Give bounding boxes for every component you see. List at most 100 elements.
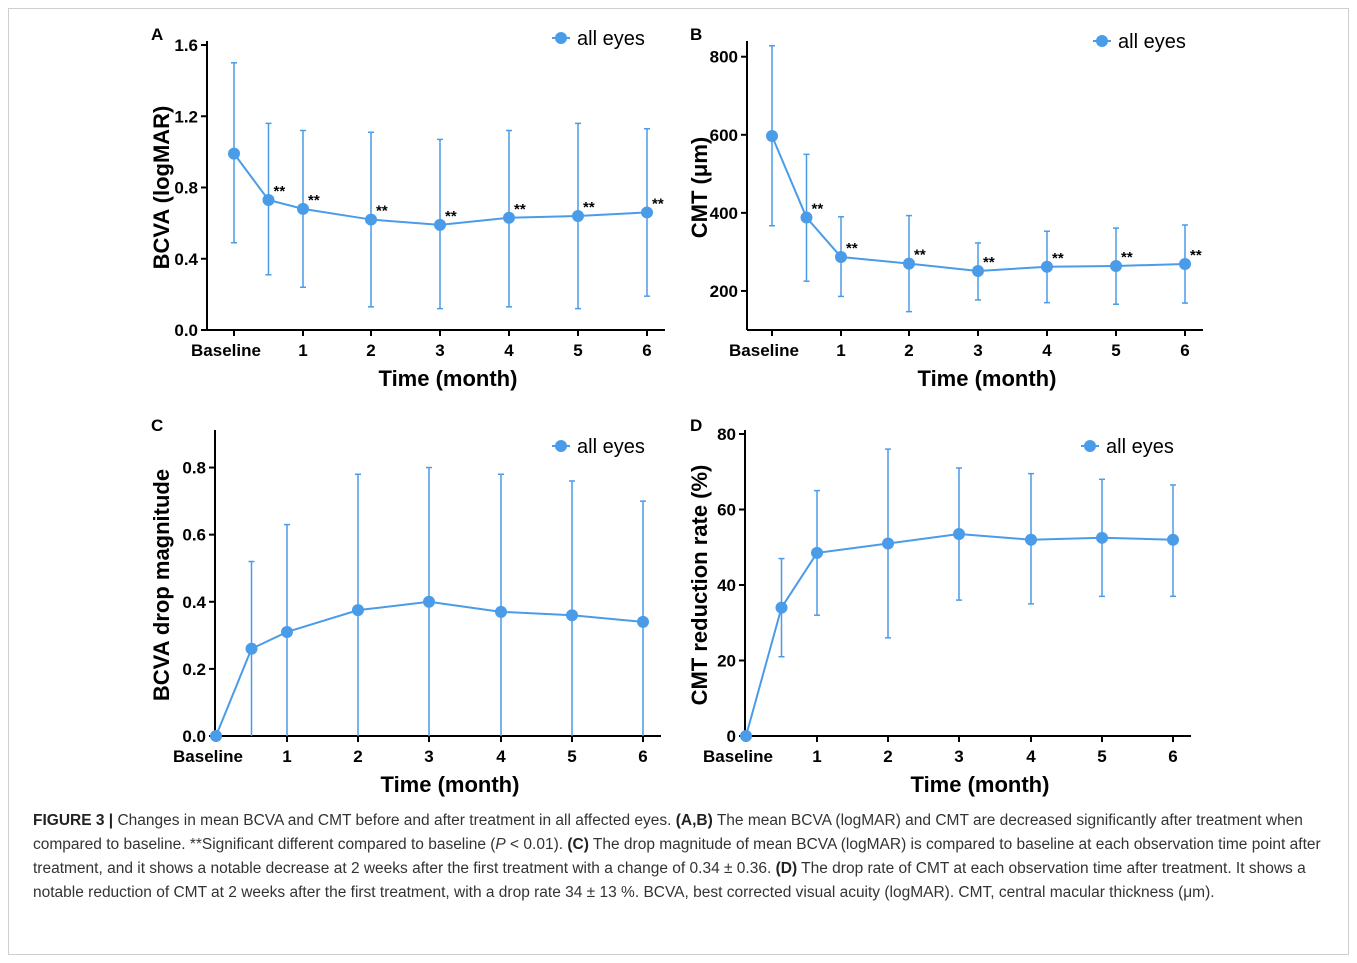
significance-mark: ** (1121, 249, 1133, 266)
legend-marker (555, 32, 567, 44)
y-tick-label: 200 (710, 282, 738, 301)
x-tick-label: 1 (812, 747, 821, 766)
data-point (352, 604, 364, 617)
x-tick-label: 4 (1042, 341, 1052, 360)
caption-part: (D) (775, 860, 798, 877)
data-point (835, 250, 847, 263)
y-tick-label: 1.6 (174, 36, 198, 55)
legend-marker (1084, 440, 1096, 452)
caption-label: FIGURE 3 | (33, 812, 114, 829)
x-tick-label: 4 (1026, 747, 1036, 766)
x-tick-label: 3 (973, 341, 982, 360)
x-tick-label: 4 (496, 747, 506, 766)
x-tick-label: 3 (435, 341, 444, 360)
y-tick-label: 0.0 (174, 321, 198, 340)
y-tick-label: 0 (727, 727, 736, 746)
x-axis-title: Time (month) (911, 772, 1050, 797)
data-point (434, 218, 446, 231)
x-tick-label: 6 (1180, 341, 1189, 360)
x-axis-title: Time (month) (379, 366, 518, 391)
chart-panel-a: 0.0 0.4 0.8 1.2 1.6 Baseline 1 2 3 4 5 6 Time (month… (149, 25, 665, 391)
legend-label: all eyes (577, 436, 645, 458)
significance-mark: ** (583, 199, 595, 216)
x-tick-label: 6 (638, 747, 647, 766)
x-tick-label: 1 (836, 341, 845, 360)
data-point (245, 642, 258, 655)
data-point (365, 213, 377, 226)
data-point (210, 730, 222, 742)
x-tick-label: 6 (642, 341, 651, 360)
caption-part: The mean BCVA (logMAR) and CMT are decre… (33, 812, 1303, 853)
x-tick-label: 6 (1168, 747, 1177, 766)
y-tick-label: 20 (717, 652, 736, 671)
y-tick-label: 400 (710, 204, 738, 223)
y-axis-title: CMT (μm) (687, 137, 712, 238)
x-axis-title: Time (month) (381, 772, 520, 797)
figure-canvas: 0.0 0.4 0.8 1.2 1.6 Baseline 1 2 3 4 5 6 Time (month… (149, 25, 1203, 797)
series-line (771, 135, 1186, 273)
x-tick-label: 4 (504, 341, 514, 360)
significance-mark: ** (376, 203, 388, 220)
significance-mark: ** (812, 201, 824, 218)
data-point (1167, 533, 1179, 546)
figure-caption: FIGURE 3 | Changes in mean BCVA and CMT … (33, 809, 1343, 905)
y-tick-label: 0.8 (174, 179, 198, 198)
y-tick-label: 80 (717, 425, 736, 444)
series-line (745, 533, 1174, 737)
x-tick-label: 3 (954, 747, 963, 766)
x-tick-label: Baseline (729, 341, 799, 360)
y-tick-label: 60 (717, 501, 736, 520)
legend-marker (555, 440, 567, 452)
significance-mark: ** (308, 192, 320, 209)
data-point (423, 595, 435, 608)
x-tick-label: 2 (366, 341, 375, 360)
x-tick-label: 5 (567, 747, 576, 766)
data-point (800, 211, 813, 224)
x-tick-label: 5 (1097, 747, 1106, 766)
y-axis-title: BCVA drop magnitude (149, 469, 174, 701)
chart-panel-d: 0 20 40 60 80 Baseline 1 2 3 4 5 6 Time (month) CMT r… (687, 416, 1191, 797)
y-tick-label: 0.4 (182, 593, 206, 612)
caption-part: The drop rate of CMT at each observation… (33, 860, 1306, 901)
significance-mark: ** (983, 254, 995, 271)
x-tick-label: 1 (282, 747, 291, 766)
x-tick-label: 2 (904, 341, 913, 360)
caption-part: (A,B) (675, 812, 713, 829)
caption-part: The drop magnitude of mean BCVA (logMAR)… (33, 836, 1321, 877)
data-point (503, 211, 515, 224)
data-point (740, 730, 752, 742)
x-axis-title: Time (month) (918, 366, 1057, 391)
significance-mark: ** (846, 240, 858, 257)
x-tick-label: Baseline (173, 747, 243, 766)
data-point (637, 615, 649, 628)
data-point (1025, 533, 1037, 546)
y-tick-label: 0.0 (182, 727, 206, 746)
data-point (262, 193, 275, 206)
chart-panel-c: 0.0 0.2 0.4 0.6 0.8 Baseline 1 2 3 4 5 6 Time (month… (149, 416, 661, 797)
legend-label: all eyes (1118, 31, 1186, 53)
data-point (972, 265, 984, 278)
caption-part: Changes in mean BCVA and CMT before and … (113, 812, 676, 829)
data-point (766, 129, 778, 142)
data-point (572, 210, 584, 222)
data-point (1110, 259, 1122, 272)
data-point (775, 601, 788, 614)
significance-mark: ** (445, 208, 457, 225)
data-point (228, 147, 240, 160)
legend-label: all eyes (1106, 436, 1174, 458)
data-point (953, 528, 965, 541)
x-tick-label: 1 (298, 341, 307, 360)
significance-mark: ** (1190, 247, 1202, 264)
y-tick-label: 0.4 (174, 250, 198, 269)
data-point (297, 202, 309, 215)
panel-letter: D (690, 416, 702, 435)
caption-part: (C) (567, 836, 589, 853)
data-point (566, 609, 578, 622)
data-point (903, 257, 915, 270)
x-tick-label: Baseline (191, 341, 261, 360)
y-tick-label: 40 (717, 576, 736, 595)
data-point (1096, 531, 1108, 544)
x-tick-label: 2 (883, 747, 892, 766)
legend-label: all eyes (577, 28, 645, 50)
y-tick-label: 0.8 (182, 459, 206, 478)
